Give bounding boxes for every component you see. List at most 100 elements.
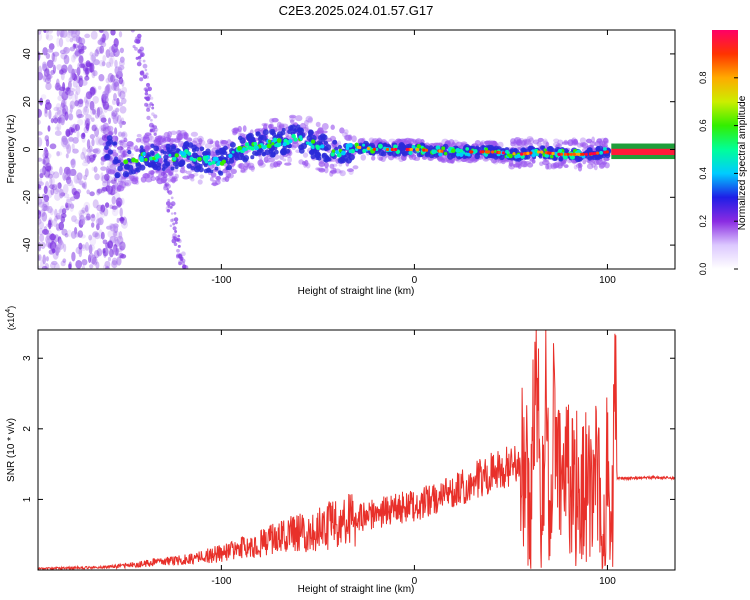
spectrogram-noise-blob: [90, 107, 97, 116]
spectrogram-peak-dot: [443, 151, 448, 156]
spectrogram-band-blob: [582, 159, 587, 165]
spectrogram-core-blob: [171, 145, 177, 152]
spectrogram-noise-blob: [74, 90, 79, 101]
spectrogram-peak-dot: [247, 145, 252, 150]
spectrogram-hot-dot: [390, 147, 394, 152]
spectrogram-streak-dot: [166, 190, 170, 193]
spectrogram-noise-blob: [100, 166, 107, 171]
spectrogram-noise-blob: [93, 147, 101, 155]
spectrogram-noise-blob: [70, 124, 75, 129]
spectrogram-core-blob: [123, 163, 131, 170]
colorbar: 0.0 0.2 0.4 0.6 0.8 Normalized spectral ampl…: [698, 30, 748, 275]
spectrogram-band-blob: [305, 162, 311, 169]
spectrogram-noise-blob: [97, 217, 104, 226]
spectrogram-core-blob: [474, 153, 480, 160]
spectrogram-noise-blob: [43, 185, 48, 195]
spectrogram-band-blob: [368, 137, 375, 143]
spectrogram-band-blob: [560, 161, 565, 167]
spectrogram-noise-blob: [114, 44, 119, 52]
spectrogram-noise-blob: [120, 197, 125, 206]
spectrogram-peak-dot: [465, 147, 470, 151]
spectrogram-noise-blob: [88, 244, 95, 251]
spectrogram-band-blob: [577, 165, 583, 172]
spectrogram-noise-blob: [61, 208, 67, 215]
spectrogram-noise-blob: [74, 100, 79, 107]
spectrogram-noise-blob: [102, 239, 108, 245]
spectrogram-band-blob: [552, 162, 560, 169]
spectrogram-noise-blob: [93, 166, 98, 173]
spectrogram-core-blob: [262, 129, 269, 136]
spectrogram-band-blob: [215, 175, 221, 181]
spectrogram-band-blob: [177, 132, 183, 137]
spectrogram-noise-blob: [71, 54, 76, 63]
spectrogram-noise-blob: [100, 124, 107, 132]
spectrogram-noise-blob: [84, 118, 91, 127]
spectrogram-band-blob: [182, 175, 190, 180]
colorbar-tick-label: 0.0: [698, 263, 708, 276]
spectrogram-noise-blob: [75, 85, 81, 96]
spectrogram-band-blob: [563, 139, 568, 144]
spectrogram-band-blob: [123, 153, 129, 158]
spectrogram-noise-blob: [117, 66, 123, 76]
spectrogram-core-blob: [194, 162, 201, 169]
spectrogram-noise-blob: [84, 216, 91, 221]
spectrogram-noise-blob: [67, 64, 73, 74]
spectrogram-noise-blob: [74, 123, 81, 132]
spectrogram-peak-dot: [599, 150, 604, 155]
spectrogram-band-blob: [579, 142, 587, 148]
spectrogram-noise-blob: [107, 72, 114, 83]
spectrogram-noise-blob: [109, 57, 114, 68]
spectrogram-core-blob: [595, 146, 601, 151]
spectrogram-peak-dot: [451, 148, 456, 153]
spectrogram-core-blob: [558, 157, 563, 161]
spectrogram-band-blob: [166, 137, 172, 142]
spectrogram-band-blob: [517, 147, 522, 151]
spectrogram-noise-blob: [41, 203, 48, 212]
spectrogram-core-blob: [254, 151, 259, 157]
spectrogram-streak-dot: [170, 201, 176, 207]
spectrogram-noise-blob: [70, 127, 76, 133]
spectrogram-band-blob: [261, 122, 269, 127]
spectrogram-noise-blob: [72, 68, 78, 74]
spectrogram-band-blob: [508, 159, 514, 167]
spectrogram-noise-blob: [42, 61, 47, 68]
spectrogram-streak-dot: [154, 127, 159, 132]
spectrogram-noise-blob: [58, 37, 64, 48]
spectrogram-streak-dot: [170, 196, 174, 200]
spectrogram-band-blob: [542, 138, 548, 145]
spectrogram-noise-blob: [102, 264, 109, 269]
spectrogram-noise-blob: [79, 63, 85, 69]
spectrogram-band-blob: [528, 137, 535, 145]
spectrogram-streak-dot: [181, 261, 186, 266]
spectrogram-noise-blob: [91, 256, 98, 266]
spectrogram-band-blob: [240, 170, 247, 174]
spectrogram-hot-dot: [366, 147, 370, 151]
spectrogram-noise-blob: [46, 48, 54, 53]
spectrogram-core-blob: [104, 145, 109, 151]
spectrogram-noise-blob: [56, 151, 63, 156]
spectrogram-noise-blob: [60, 260, 66, 267]
spectrogram-band-blob: [537, 137, 544, 142]
spectrogram-streak-dot: [136, 39, 141, 44]
spectrogram-noise-blob: [74, 219, 80, 224]
spectrogram-peak-dot: [378, 143, 383, 149]
spectrogram-band-blob: [242, 125, 247, 133]
spectrogram-streak-dot: [169, 224, 173, 228]
spectrogram-band-blob: [546, 162, 553, 170]
spectrogram-band-blob: [594, 141, 602, 147]
spectrogram-peak-dot: [320, 144, 325, 149]
spectrogram-noise-blob: [67, 229, 72, 238]
spectrogram-band-blob: [602, 143, 608, 148]
spectrogram-noise-blob: [88, 154, 96, 162]
spectrogram-noise-blob: [59, 86, 66, 92]
spectrogram-noise-blob: [86, 213, 91, 221]
spectrogram-peak-dot: [209, 162, 213, 166]
spectrogram-streak-dot: [164, 183, 168, 187]
spectrogram-noise-blob: [80, 234, 86, 239]
spectrogram-core-blob: [269, 151, 276, 158]
spectrogram-band-blob: [401, 156, 407, 161]
spectrogram-band-blob: [140, 176, 147, 183]
spectrogram-band-blob: [204, 142, 213, 149]
spectrogram-noise-blob: [49, 208, 54, 216]
